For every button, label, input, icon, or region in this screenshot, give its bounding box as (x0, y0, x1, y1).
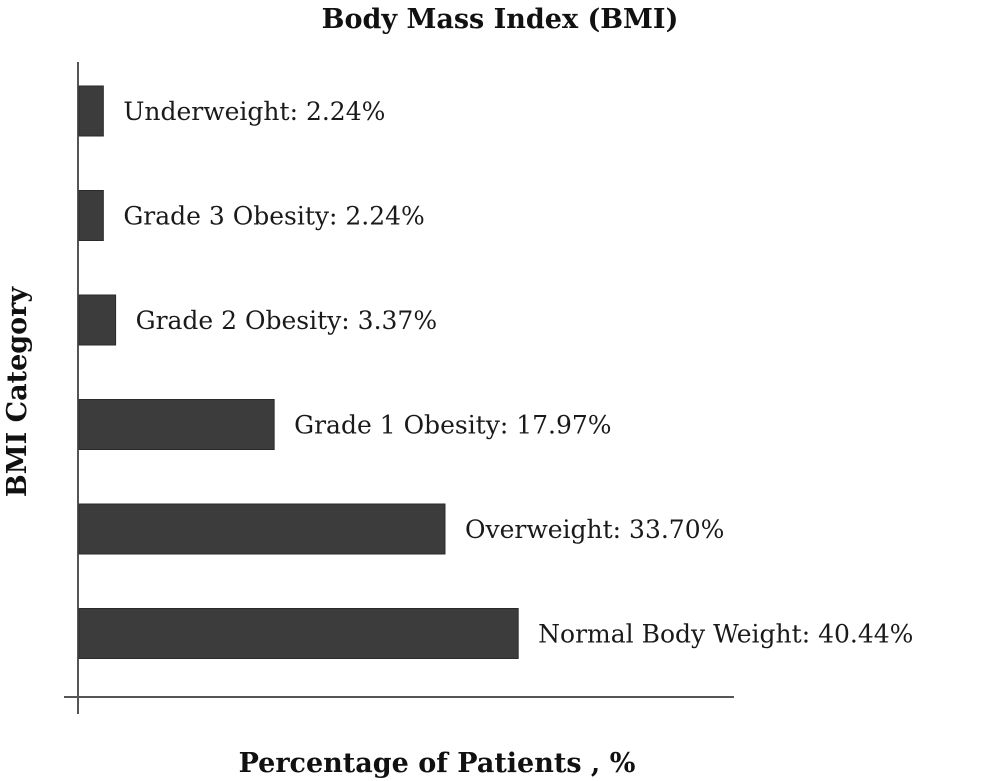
bars-group: Underweight: 2.24% Grade 3 Obesity: 2.24%… (78, 85, 913, 659)
bar-grade-1-obesity (78, 399, 275, 450)
bar-label-overweight: Overweight: 33.70% (465, 515, 724, 544)
y-axis-title: BMI Category (2, 286, 33, 497)
bar-label-grade-2-obesity: Grade 2 Obesity: 3.37% (136, 306, 438, 335)
bar-overweight (78, 503, 446, 555)
x-axis-title: Percentage of Patients , % (239, 748, 636, 779)
bar-label-underweight: Underweight: 2.24% (123, 97, 385, 126)
bar-label-grade-3-obesity: Grade 3 Obesity: 2.24% (123, 202, 425, 231)
bar-grade-2-obesity (78, 294, 117, 346)
bar-label-normal-body-weight: Normal Body Weight: 40.44% (538, 620, 913, 649)
bar-normal-body-weight (78, 608, 519, 659)
chart-title: Body Mass Index (BMI) (322, 4, 679, 35)
bar-grade-3-obesity (78, 190, 104, 241)
bar-label-grade-1-obesity: Grade 1 Obesity: 17.97% (294, 411, 611, 440)
bar-underweight (78, 85, 104, 137)
